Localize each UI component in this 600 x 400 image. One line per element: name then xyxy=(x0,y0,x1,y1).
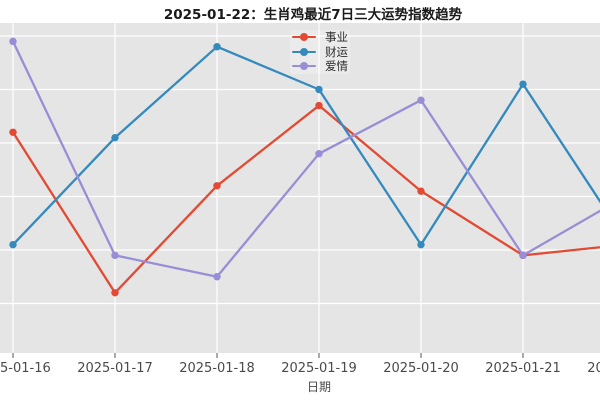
data-point xyxy=(315,85,323,94)
data-point xyxy=(213,182,221,190)
data-point xyxy=(519,80,527,88)
legend-dot-wealth xyxy=(300,47,308,56)
x-axis-label: 日期 xyxy=(306,380,332,394)
x-tick-label: 2025-01-16 xyxy=(0,361,51,376)
legend-label-career: 事业 xyxy=(325,30,348,45)
plot-area xyxy=(0,23,600,353)
data-point xyxy=(111,133,119,142)
data-point xyxy=(417,96,425,104)
legend-line-marker-love xyxy=(292,62,316,71)
legend-item-wealth: 财运 xyxy=(292,45,348,60)
data-point xyxy=(315,101,323,110)
data-point xyxy=(9,240,17,249)
legend-item-love: 爱情 xyxy=(292,59,348,74)
x-tick-label: 2025-01-20 xyxy=(383,361,459,376)
legend-dot-love xyxy=(300,62,308,71)
legend-item-career: 事业 xyxy=(292,30,348,45)
x-tick-label: 2025-01-21 xyxy=(485,361,561,376)
data-point xyxy=(417,187,425,195)
chart-legend: 事业 财运 爱情 xyxy=(290,30,350,74)
data-point xyxy=(519,251,527,260)
series-爱情 xyxy=(9,37,600,281)
data-point xyxy=(315,150,323,158)
data-point xyxy=(111,289,119,297)
legend-label-love: 爱情 xyxy=(325,59,348,74)
legend-line-marker-career xyxy=(292,33,316,42)
legend-dot-career xyxy=(300,33,308,42)
x-tick-label: 2025-01-17 xyxy=(77,361,153,376)
data-point xyxy=(417,240,425,249)
data-point xyxy=(213,43,221,51)
chart-title: 2025-01-22：生肖鸡最近7日三大运势指数趋势 xyxy=(163,7,463,23)
data-point xyxy=(9,37,17,46)
x-tick-label: 2025-01-19 xyxy=(281,361,357,376)
data-point xyxy=(9,128,17,136)
x-tick-label: 2025-01-18 xyxy=(179,361,255,376)
data-point xyxy=(213,273,221,281)
x-tick-marks xyxy=(12,353,524,358)
legend-line-marker-wealth xyxy=(292,47,316,56)
legend-label-wealth: 财运 xyxy=(325,44,348,59)
data-point xyxy=(111,251,119,260)
x-tick-label: 2025-01-22 xyxy=(587,361,600,376)
series-财运 xyxy=(9,43,600,249)
